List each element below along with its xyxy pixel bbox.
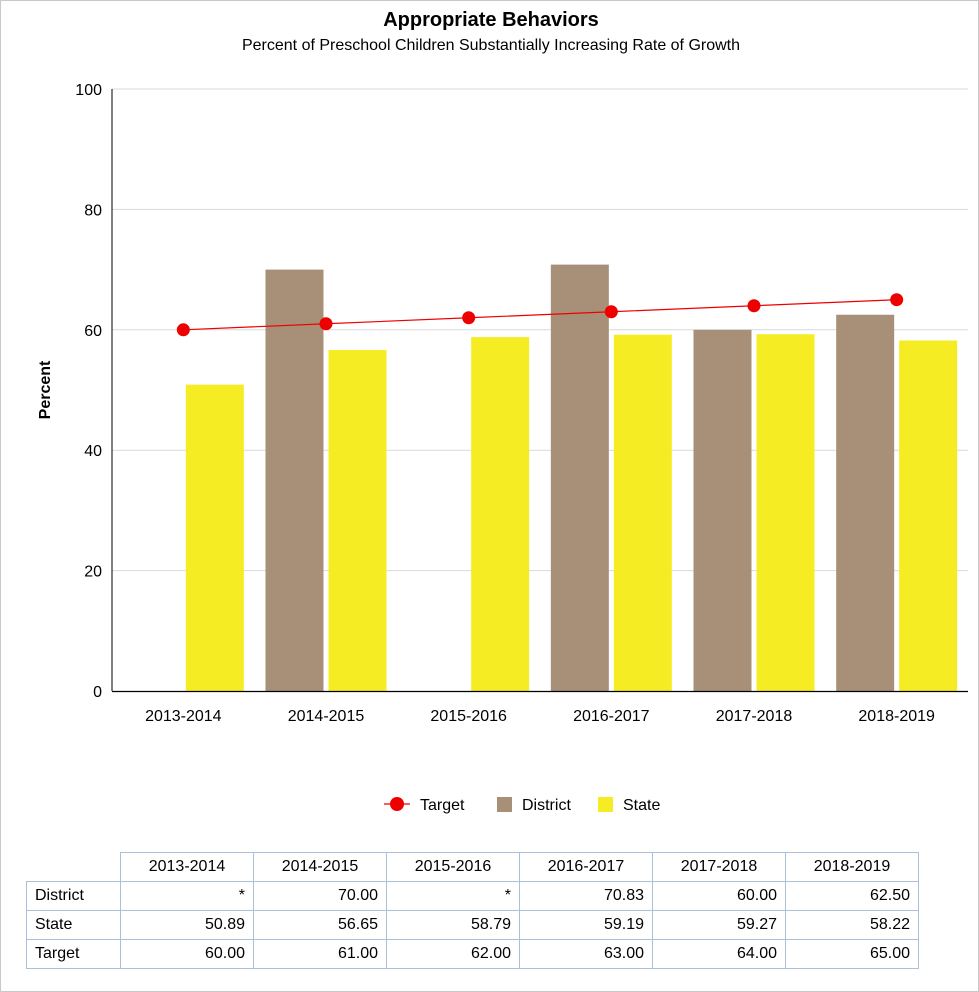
y-tick-label: 0 [93, 684, 102, 701]
table-cell: 65.00 [785, 939, 919, 969]
table-cell: 58.22 [785, 910, 919, 940]
chart-canvas: Appropriate Behaviors Percent of Prescho… [37, 9, 968, 814]
table-cell: 64.00 [652, 939, 786, 969]
bar-district [836, 314, 895, 691]
bar-state [899, 340, 958, 691]
data-table: 2013-2014 2014-2015 2015-2016 2016-2017 … [26, 852, 919, 969]
y-tick-label: 80 [84, 202, 102, 219]
target-point [176, 323, 190, 337]
y-axis-label: Percent [37, 360, 54, 419]
bar-district [693, 329, 752, 691]
legend-item-district: District [497, 797, 571, 814]
table-cell: 62.00 [386, 939, 520, 969]
y-tick-label: 60 [84, 323, 102, 340]
legend-district-swatch-icon [497, 797, 512, 812]
chart-subtitle: Percent of Preschool Children Substantia… [242, 37, 740, 54]
bar-state [185, 384, 244, 691]
table-cell: * [120, 881, 254, 911]
table-row-label: Target [26, 939, 121, 969]
table-header-cell: 2018-2019 [785, 852, 919, 882]
target-point [462, 311, 476, 325]
legend-item-target: Target [384, 797, 465, 814]
x-tick-label: 2014-2015 [288, 708, 365, 725]
x-tick-label: 2016-2017 [573, 708, 650, 725]
table-row-target: Target 60.00 61.00 62.00 63.00 64.00 65.… [26, 939, 919, 969]
target-line [176, 293, 904, 337]
table-corner-cell [27, 853, 121, 882]
table-cell: 58.79 [386, 910, 520, 940]
table-cell: 60.00 [120, 939, 254, 969]
y-tick-label: 40 [84, 443, 102, 460]
table-row-label: State [26, 910, 121, 940]
legend-item-state: State [598, 797, 660, 814]
bar-district [265, 269, 324, 691]
legend: Target District State [384, 797, 660, 814]
x-tick-labels: 2013-2014 2014-2015 2015-2016 2016-2017 2017… [145, 708, 935, 725]
legend-target-marker-icon [390, 797, 404, 811]
bar-state [756, 334, 815, 691]
table-header-cell: 2016-2017 [519, 852, 653, 882]
table-cell: 56.65 [253, 910, 387, 940]
bar-state [328, 349, 387, 691]
table-header-row: 2013-2014 2014-2015 2015-2016 2016-2017 … [27, 852, 919, 882]
x-tick-label: 2015-2016 [430, 708, 507, 725]
table-row-state: State 50.89 56.65 58.79 59.19 59.27 58.2… [26, 910, 919, 940]
bar-district [550, 264, 609, 691]
target-point [319, 317, 333, 331]
target-point [604, 305, 618, 319]
table-cell: 60.00 [652, 881, 786, 911]
table-cell: 59.27 [652, 910, 786, 940]
table-cell: 70.00 [253, 881, 387, 911]
table-row-label: District [26, 881, 121, 911]
bars [185, 264, 958, 691]
y-tick-labels: 0 20 40 60 80 100 [75, 82, 102, 701]
table-cell: 62.50 [785, 881, 919, 911]
bar-state [471, 337, 530, 691]
table-cell: 59.19 [519, 910, 653, 940]
target-line-path [183, 299, 897, 331]
table-cell: 61.00 [253, 939, 387, 969]
axes [111, 89, 968, 693]
x-tick-label: 2017-2018 [716, 708, 793, 725]
target-point [890, 293, 904, 307]
table-header-cell: 2014-2015 [253, 852, 387, 882]
table-header-cell: 2015-2016 [386, 852, 520, 882]
table-header-cell: 2017-2018 [652, 852, 786, 882]
table-header-cell: 2013-2014 [120, 852, 254, 882]
x-tick-label: 2013-2014 [145, 708, 222, 725]
table-cell: * [386, 881, 520, 911]
legend-state-swatch-icon [598, 797, 613, 812]
table-cell: 63.00 [519, 939, 653, 969]
table-cell: 50.89 [120, 910, 254, 940]
bar-state [613, 334, 672, 691]
table-row-district: District * 70.00 * 70.83 60.00 62.50 [26, 881, 919, 911]
y-tick-label: 100 [75, 82, 102, 99]
legend-target-label: Target [420, 797, 465, 814]
legend-district-label: District [522, 797, 571, 814]
y-tick-label: 20 [84, 564, 102, 581]
target-point [747, 299, 761, 313]
chart-title: Appropriate Behaviors [383, 9, 599, 31]
x-tick-label: 2018-2019 [858, 708, 935, 725]
gridlines [112, 88, 968, 572]
table-cell: 70.83 [519, 881, 653, 911]
legend-state-label: State [623, 797, 660, 814]
